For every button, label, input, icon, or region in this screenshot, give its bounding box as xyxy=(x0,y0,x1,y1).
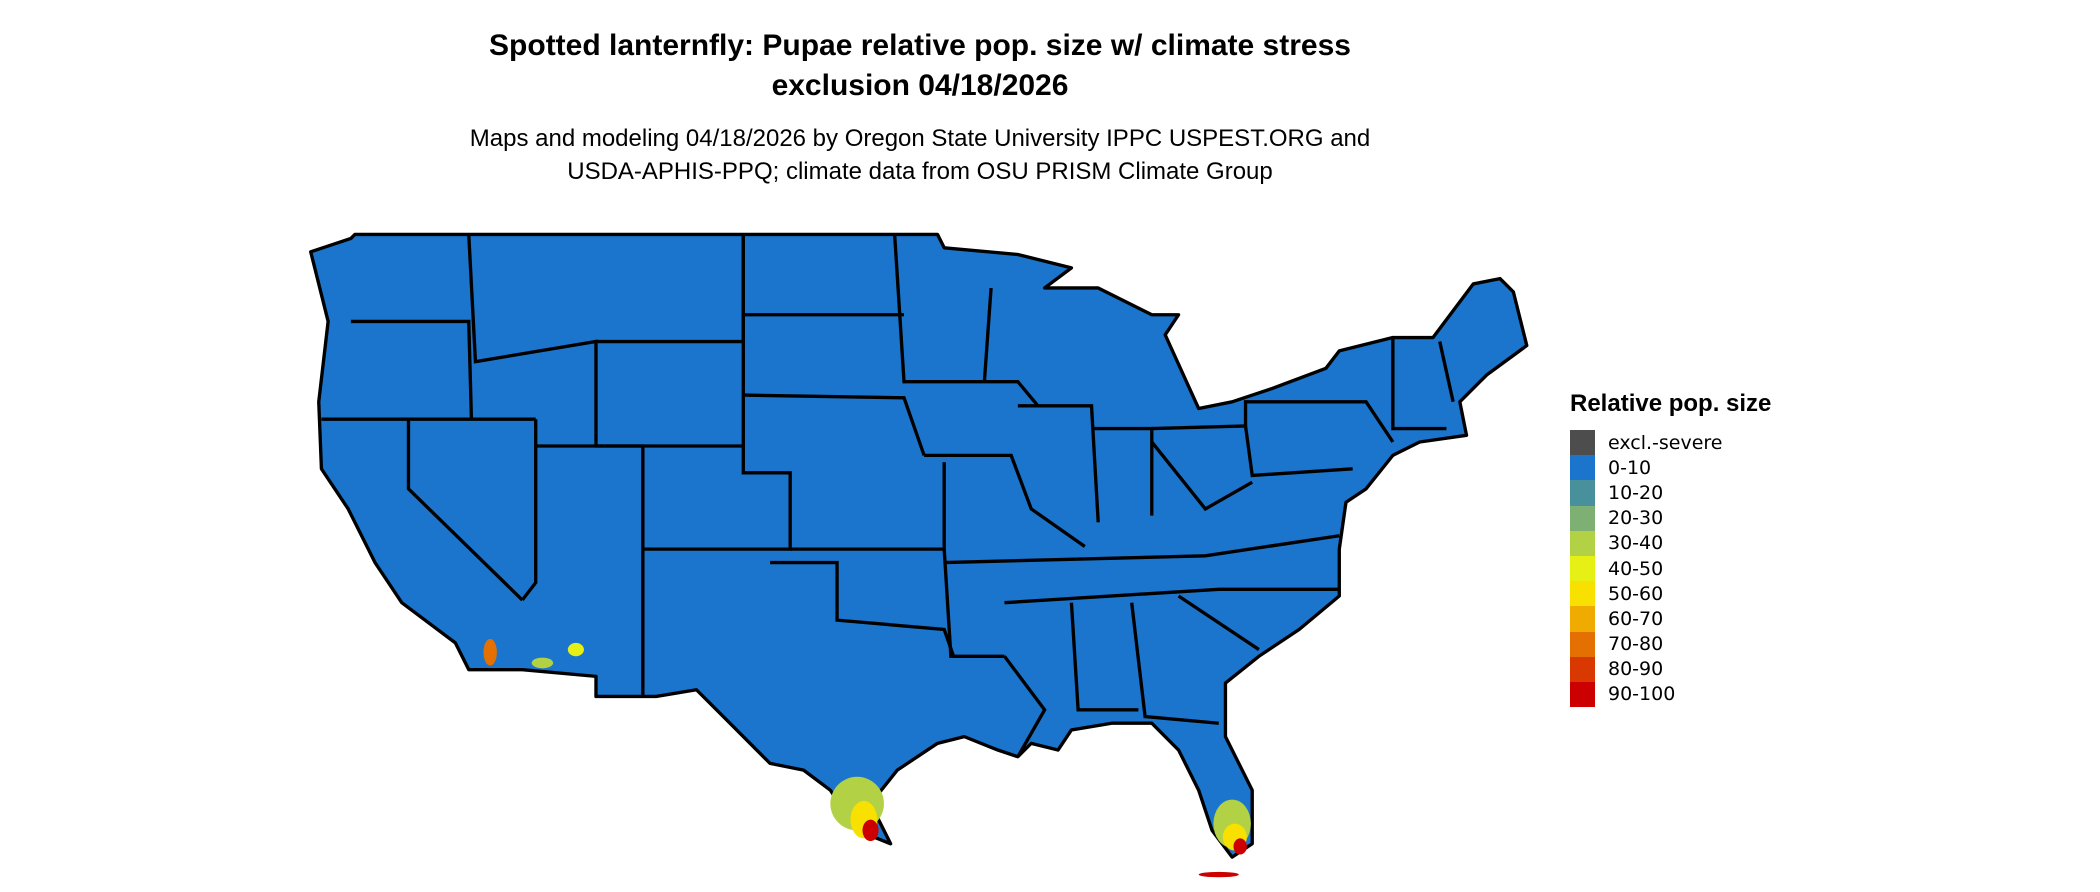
title-line-1: Spotted lanternfly: Pupae relative pop. … xyxy=(489,29,1351,62)
legend-item: 90-100 xyxy=(1570,681,1771,708)
subtitle-line-2: USDA-APHIS-PPQ; climate data from OSU PR… xyxy=(567,158,1273,185)
legend-swatch xyxy=(1570,480,1595,506)
hotspot-arizona xyxy=(567,642,584,657)
hotspot-florida-max xyxy=(1233,838,1247,855)
legend-item: 70-80 xyxy=(1570,631,1771,657)
legend-item: 50-60 xyxy=(1570,581,1771,607)
us-outline xyxy=(309,232,1529,859)
legend-swatch xyxy=(1570,505,1595,531)
legend-swatch xyxy=(1570,681,1595,708)
legend-swatch xyxy=(1570,430,1595,456)
legend-item: 20-30 xyxy=(1570,505,1771,531)
hotspot-california xyxy=(483,638,497,666)
title-line-2: exclusion 04/18/2026 xyxy=(771,69,1069,102)
state-borders xyxy=(321,234,1455,758)
legend-label: 20-30 xyxy=(1608,507,1664,530)
legend-item: 60-70 xyxy=(1570,606,1771,632)
legend-item: 0-10 xyxy=(1570,455,1771,481)
legend-label: 70-80 xyxy=(1608,633,1664,656)
legend-item: 30-40 xyxy=(1570,530,1771,556)
legend-swatch xyxy=(1570,455,1595,481)
legend-swatch xyxy=(1570,555,1595,582)
legend-label: 30-40 xyxy=(1608,532,1664,555)
legend-title: Relative pop. size xyxy=(1570,390,1772,417)
legend-label: 80-90 xyxy=(1608,658,1664,681)
legend-label: 40-50 xyxy=(1608,557,1664,580)
legend-label: excl.-severe xyxy=(1608,431,1723,454)
legend-item: 10-20 xyxy=(1570,480,1771,506)
legend-item: 80-90 xyxy=(1570,656,1771,682)
legend-swatch xyxy=(1570,606,1595,632)
legend-swatch xyxy=(1570,530,1595,556)
legend-item: excl.-severe xyxy=(1570,430,1771,456)
hotspot-texas-max xyxy=(862,819,879,842)
subtitle-line-1: Maps and modeling 04/18/2026 by Oregon S… xyxy=(469,125,1371,152)
legend-label: 50-60 xyxy=(1608,582,1664,605)
legend-label: 0-10 xyxy=(1608,456,1652,479)
legend-swatch xyxy=(1570,631,1595,657)
legend-swatch xyxy=(1570,656,1595,682)
hotspot-arizona-2 xyxy=(531,657,554,669)
legend-item: 40-50 xyxy=(1570,555,1771,582)
legend-swatch xyxy=(1570,581,1595,607)
legend: Relative pop. size excl.-severe 0-10 10-20… xyxy=(1570,390,1772,708)
legend-label: 60-70 xyxy=(1608,607,1664,630)
hotspot-keys xyxy=(1198,871,1239,878)
legend-label: 90-100 xyxy=(1608,683,1676,706)
hotspots xyxy=(483,638,1251,878)
legend-label: 10-20 xyxy=(1608,481,1664,504)
